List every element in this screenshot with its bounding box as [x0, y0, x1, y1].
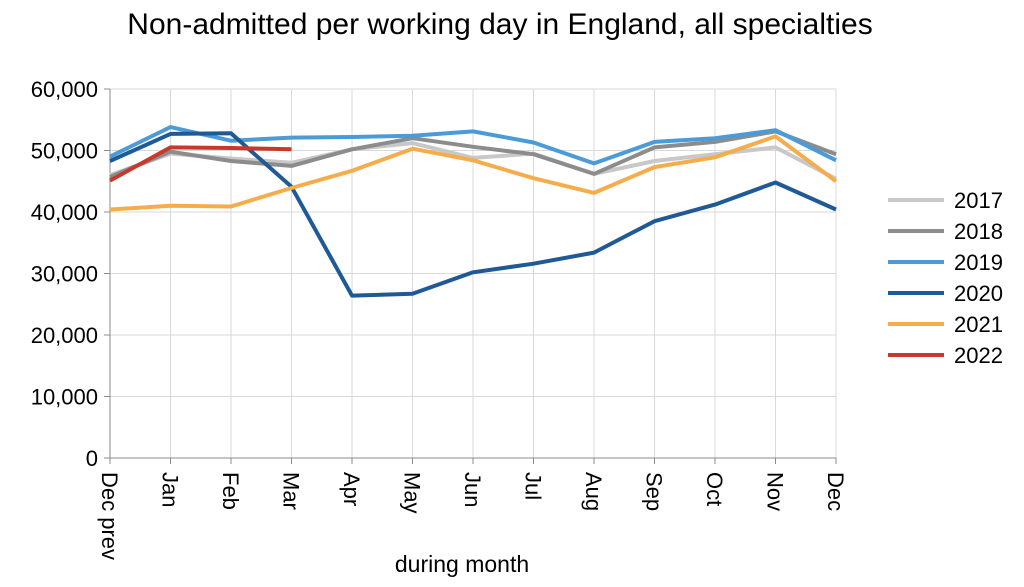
x-tick-label: Apr — [339, 472, 364, 506]
legend-item-2018: 2018 — [888, 219, 1003, 244]
legend-label: 2017 — [954, 188, 1003, 213]
y-tick-label: 10,000 — [31, 385, 98, 410]
series-line-2018 — [109, 129, 837, 179]
x-tick-label: Feb — [218, 472, 243, 510]
x-tick-label: Dec prev — [97, 472, 122, 560]
x-tick-label: Nov — [763, 472, 788, 511]
x-tick-label: Jan — [158, 472, 183, 507]
legend-item-2022: 2022 — [888, 343, 1003, 368]
legend-label: 2021 — [954, 312, 1003, 337]
y-tick-label: 30,000 — [31, 262, 98, 287]
legend: 2017 2018 2019 2020 2021 2022 — [888, 188, 1003, 368]
x-axis: Dec prev Jan Feb Mar Apr May Jun Jul Aug Sep Oct No… — [97, 457, 848, 560]
x-tick-label: May — [400, 472, 425, 514]
legend-item-2020: 2020 — [888, 281, 1003, 306]
x-tick-label: Oct — [702, 472, 727, 506]
legend-label: 2018 — [954, 219, 1003, 244]
x-tick-label: Mar — [279, 472, 304, 510]
series-lines — [109, 125, 838, 298]
series-line-2022 — [109, 145, 292, 183]
series-line-2019 — [109, 125, 837, 166]
series-line-2021 — [109, 134, 838, 212]
x-tick-label: Sep — [642, 472, 667, 511]
y-tick-label: 20,000 — [31, 323, 98, 348]
legend-label: 2020 — [954, 281, 1003, 306]
x-tick-label: Aug — [581, 472, 606, 511]
legend-label: 2022 — [954, 343, 1003, 368]
legend-item-2017: 2017 — [888, 188, 1003, 213]
legend-item-2021: 2021 — [888, 312, 1003, 337]
x-tick-label: Jun — [460, 472, 485, 507]
x-tick-label: Dec — [823, 472, 848, 511]
series-line-2020 — [109, 131, 837, 298]
y-tick-label: 40,000 — [31, 200, 98, 225]
y-tick-label: 0 — [86, 446, 98, 471]
chart-title: Non-admitted per working day in England,… — [127, 8, 872, 41]
legend-label: 2019 — [954, 250, 1003, 275]
series-line-2017 — [109, 141, 837, 181]
legend-item-2019: 2019 — [888, 250, 1003, 275]
x-tick-label: Jul — [521, 472, 546, 500]
y-axis: 0 10,000 20,000 30,000 40,000 50,000 60,000 — [31, 77, 111, 471]
y-tick-label: 60,000 — [31, 77, 98, 102]
x-axis-title: during month — [395, 551, 529, 577]
y-tick-label: 50,000 — [31, 139, 98, 164]
